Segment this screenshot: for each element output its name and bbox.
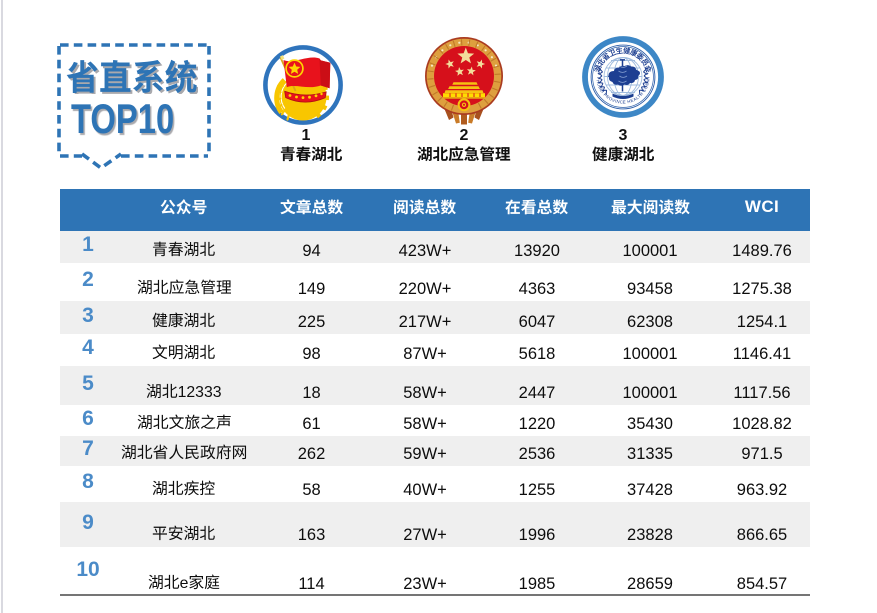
svg-text:e: e <box>180 575 189 590</box>
svg-text:12333: 12333 <box>178 384 222 399</box>
